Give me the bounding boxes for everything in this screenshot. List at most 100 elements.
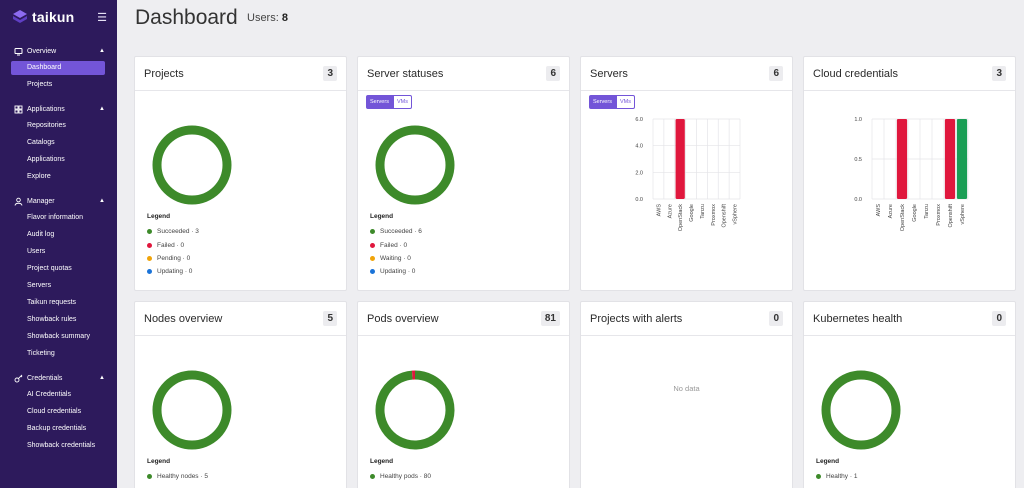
legend-item: Updating · 0	[370, 268, 415, 275]
x-tick-label: AWS	[656, 204, 662, 217]
count-badge: 5	[323, 311, 337, 326]
sidebar-item-cloud-credentials[interactable]: Cloud credentials	[27, 408, 82, 415]
projects-card: Projects 3 Legend Succeeded · 3 Failed ·…	[134, 56, 347, 291]
card-title: Kubernetes health	[813, 312, 903, 325]
sidebar-item-ai-credentials[interactable]: AI Credentials	[27, 391, 71, 398]
sidebar-item-users[interactable]: Users	[27, 248, 46, 255]
count-badge: 81	[540, 311, 560, 326]
x-tick-label: Tanzu	[924, 204, 930, 219]
sidebar-item-backup-credentials[interactable]: Backup credentials	[27, 425, 87, 432]
sidebar-section-overview: Overview ▲ Dashboard Projects	[0, 44, 117, 92]
sidebar-item-projects[interactable]: Projects	[27, 81, 53, 88]
sidebar-item-flavor-information[interactable]: Flavor information	[27, 214, 84, 221]
menu-toggle-icon[interactable]: ☰	[97, 11, 107, 24]
projects-donut-chart	[152, 125, 232, 205]
legend-label: Succeeded · 6	[380, 228, 422, 235]
legend-label: Healthy pods · 80	[380, 473, 431, 480]
sidebar-nav-list: AI Credentials Cloud credentials Backup cr…	[0, 388, 117, 453]
x-tick-label: Proxmox	[936, 204, 942, 226]
legend-dot	[147, 269, 152, 274]
legend-label: Pending · 0	[157, 255, 191, 262]
chevron-up-icon[interactable]: ▲	[99, 198, 105, 204]
count-badge: 3	[992, 66, 1006, 81]
count-badge: 3	[323, 66, 337, 81]
x-tick-label: OpenStack	[900, 204, 906, 231]
toggle-vms[interactable]: VMs	[615, 95, 635, 109]
legend-label: Updating · 0	[380, 268, 416, 275]
count-badge: 0	[769, 311, 783, 326]
toggle-servers[interactable]: Servers	[589, 95, 616, 109]
toggle-servers[interactable]: Servers	[366, 95, 393, 109]
y-tick-label: 0.0	[635, 197, 643, 203]
sidebar-item-taikun-requests[interactable]: Taikun requests	[27, 299, 77, 306]
chevron-up-icon[interactable]: ▲	[99, 375, 105, 381]
legend-dot	[370, 243, 375, 248]
legend-item: Healthy · 1	[816, 473, 857, 480]
sidebar-item-repositories[interactable]: Repositories	[27, 122, 66, 129]
users-label: Users:	[247, 12, 279, 24]
donut-slice-succeeded	[152, 125, 232, 205]
chevron-up-icon[interactable]: ▲	[99, 48, 105, 54]
sidebar-section-header[interactable]: Applications ▲	[0, 102, 117, 116]
card-header: Server statuses 6	[358, 57, 569, 91]
x-tick-label: Azure	[667, 204, 673, 218]
card-header: Projects 3	[135, 57, 346, 91]
legend-dot	[370, 229, 375, 234]
legend-item: Failed · 0	[147, 242, 184, 249]
legend-label: Healthy nodes · 5	[157, 473, 208, 480]
sidebar-nav-list: Flavor information Audit log Users Project …	[0, 211, 117, 361]
sidebar-item-showback-rules[interactable]: Showback rules	[27, 316, 77, 323]
sidebar-item-project-quotas[interactable]: Project quotas	[27, 265, 72, 272]
sidebar-section-header[interactable]: Overview ▲	[0, 44, 117, 58]
x-tick-label: Azure	[888, 204, 894, 218]
sidebar-item-showback-credentials[interactable]: Showback credentials	[27, 442, 96, 449]
sidebar-item-servers[interactable]: Servers	[27, 282, 52, 289]
sidebar-section-header[interactable]: Manager ▲	[0, 194, 117, 208]
legend-label: Waiting · 0	[380, 255, 411, 262]
legend-title: Legend	[147, 458, 171, 465]
users-summary: Users: 8	[247, 12, 288, 24]
y-tick-label: 0.0	[854, 197, 862, 203]
brand-name: taikun	[32, 9, 75, 25]
sidebar: taikun ☰ Overview ▲ Dashboard Projects Appli…	[0, 0, 117, 488]
sidebar-section-header[interactable]: Credentials ▲	[0, 371, 117, 385]
sidebar-item-applications[interactable]: Applications	[27, 156, 65, 163]
sidebar-item-audit-log[interactable]: Audit log	[27, 231, 55, 238]
legend-item: Succeeded · 3	[147, 228, 199, 235]
legend-title: Legend	[370, 458, 394, 465]
sidebar-item-explore[interactable]: Explore	[27, 173, 51, 180]
x-tick-label: Google	[689, 204, 695, 222]
sidebar-item-catalogs[interactable]: Catalogs	[27, 139, 55, 146]
card-title: Projects with alerts	[590, 312, 683, 325]
grid-icon	[14, 105, 23, 113]
count-badge: 6	[546, 66, 560, 81]
pods-overview-card: Pods overview 81 Legend Healthy pods · 8…	[357, 301, 570, 488]
toggle-vms[interactable]: VMs	[392, 95, 412, 109]
count-badge: 0	[992, 311, 1006, 326]
legend-label: Failed · 0	[157, 242, 185, 249]
sidebar-item-showback-summary[interactable]: Showback summary	[27, 333, 91, 340]
chevron-up-icon[interactable]: ▲	[99, 106, 105, 112]
donut-slice-healthy	[821, 370, 901, 450]
legend-item: Healthy pods · 80	[370, 473, 431, 480]
sidebar-section-title: Manager	[27, 197, 55, 205]
cloud-credentials-card: Cloud credentials 3 0.0 0.5 1.0 AWS Azure Ope…	[803, 56, 1016, 291]
kubernetes-health-card: Kubernetes health 0 Legend Healthy · 1	[803, 301, 1016, 488]
x-tick-label: vSphere	[733, 204, 739, 225]
legend-item: Waiting · 0	[370, 255, 411, 262]
bar-vsphere	[956, 119, 968, 199]
donut-slice-succeeded	[375, 125, 455, 205]
legend-dot	[147, 243, 152, 248]
kubernetes-health-donut-chart	[821, 370, 901, 450]
card-title: Server statuses	[367, 67, 444, 80]
legend-label: Updating · 0	[157, 268, 193, 275]
y-tick-label: 2.0	[635, 170, 643, 176]
legend-title: Legend	[147, 213, 171, 220]
x-tick-label: AWS	[876, 204, 882, 217]
sidebar-item-ticketing[interactable]: Ticketing	[27, 350, 55, 357]
legend-item: Pending · 0	[147, 255, 190, 262]
sidebar-section-credentials: Credentials ▲ AI Credentials Cloud credenti…	[0, 371, 117, 453]
sidebar-section-title: Applications	[27, 105, 65, 113]
sidebar-item-dashboard[interactable]: Dashboard	[11, 61, 105, 75]
legend-title: Legend	[370, 213, 394, 220]
